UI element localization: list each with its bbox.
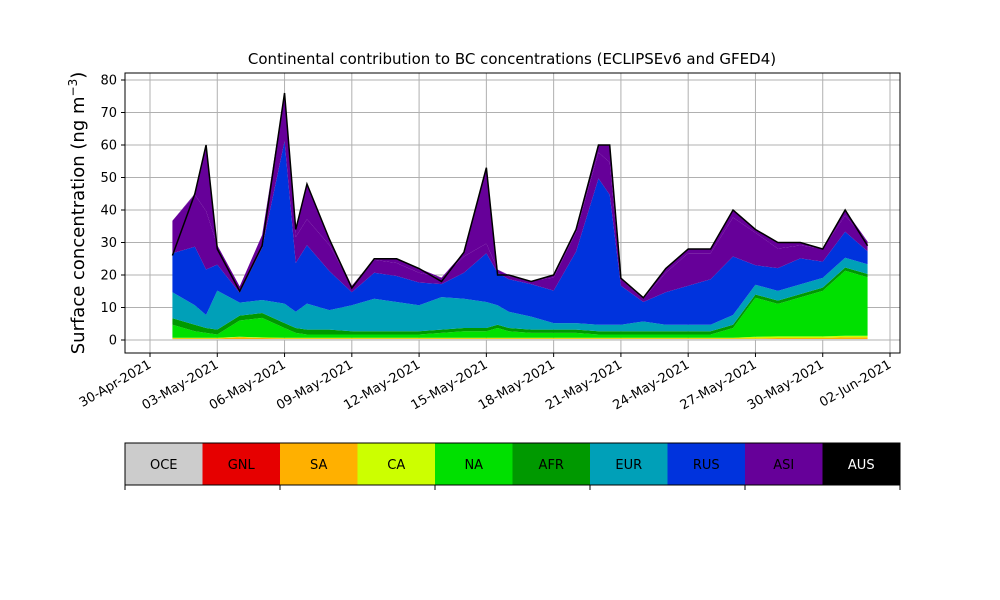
legend-label-eur: EUR	[615, 458, 642, 473]
legend-swatch-aus	[822, 443, 900, 485]
plot-frame	[124, 72, 901, 354]
legend-label-rus: RUS	[693, 458, 720, 473]
y-tick-label: 70	[100, 106, 117, 121]
legend-label-oce: OCE	[150, 458, 178, 473]
legend-label-na: NA	[464, 458, 483, 473]
legend-swatch-sa	[280, 443, 358, 485]
area-series-eur	[172, 257, 868, 332]
y-tick-label: 30	[100, 236, 117, 251]
area-series-na	[172, 270, 868, 338]
legend: OCE GNL SA CA NA AFR EUR RUS ASI AUS	[124, 442, 901, 490]
legend-swatch-rus	[667, 443, 745, 485]
y-tick-label: 20	[100, 269, 117, 284]
area-series-asi	[172, 95, 868, 302]
legend-label-ca: CA	[387, 458, 405, 473]
total-line-layer	[171, 92, 869, 299]
legend-swatch-afr	[512, 443, 590, 485]
y-axis-ticks: 0 10 20 30 40 50 60 70 80	[100, 74, 125, 349]
plot-area: 0 10 20 30 40 50 60 70 80 30-Apr-202103-May-2021…	[77, 72, 901, 413]
legend-label-gnl: GNL	[228, 458, 256, 473]
y-axis-label-main: Surface concentration (ng m	[68, 96, 89, 354]
legend-swatch-oce	[125, 443, 203, 485]
legend-frame	[124, 442, 901, 486]
y-axis-label-close: )	[68, 72, 89, 79]
legend-swatch-gnl	[202, 443, 280, 485]
chart-title: Continental contribution to BC concentra…	[248, 50, 776, 68]
stacked-areas	[172, 93, 868, 340]
legend-label-afr: AFR	[539, 458, 564, 473]
y-axis-label: Surface concentration (ng m−3)	[66, 72, 89, 355]
area-series-sa	[172, 337, 868, 340]
legend-label-aus: AUS	[848, 458, 875, 473]
y-axis-label-exponent: −3	[66, 79, 80, 97]
x-tick-label: 02-Jun-2021	[817, 357, 894, 410]
y-tick-label: 0	[109, 334, 117, 349]
legend-swatch-asi	[745, 443, 823, 485]
area-series-rus	[172, 141, 868, 325]
legend-label-asi: ASI	[773, 458, 794, 473]
total-line	[171, 92, 869, 299]
y-tick-label: 60	[100, 139, 117, 154]
legend-swatch-ca	[357, 443, 435, 485]
legend-label-sa: SA	[310, 458, 327, 473]
y-tick-label: 50	[100, 171, 117, 186]
y-tick-label: 40	[100, 204, 117, 219]
y-tick-label: 80	[100, 74, 117, 89]
y-tick-label: 10	[100, 301, 117, 316]
legend-swatch-eur	[590, 443, 668, 485]
x-tick-label: 30-May-2021	[745, 357, 827, 413]
legend-swatch-na	[435, 443, 513, 485]
x-axis-ticks: 30-Apr-202103-May-202106-May-202109-May-…	[77, 353, 894, 413]
area-series-oce	[172, 339, 868, 340]
